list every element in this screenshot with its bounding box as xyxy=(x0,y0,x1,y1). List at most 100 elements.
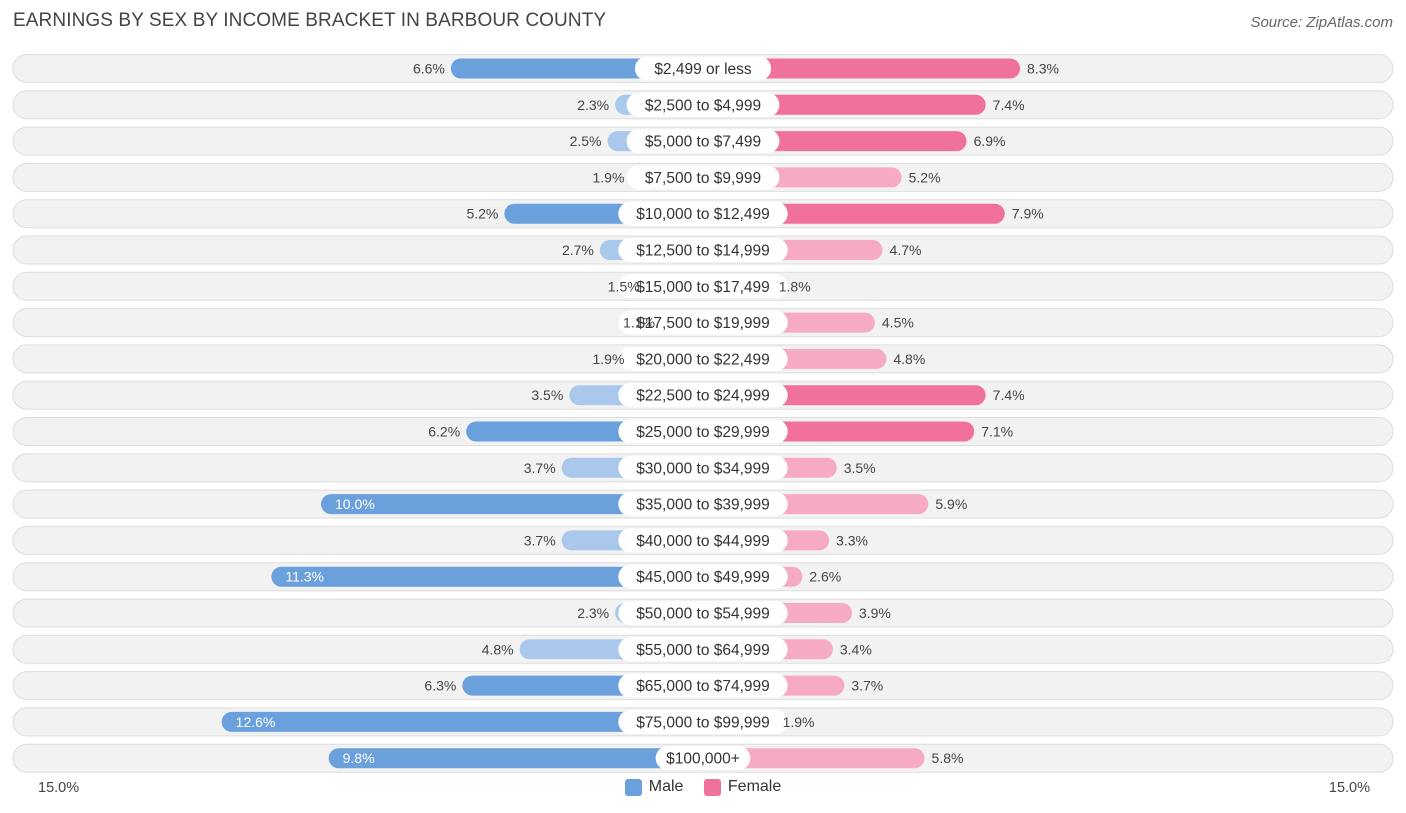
chart-row: $30,000 to $34,999 3.7% 3.5% xyxy=(12,453,1394,483)
legend: Male Female xyxy=(0,778,1406,801)
category-pill xyxy=(626,129,780,154)
category-pill xyxy=(618,346,788,371)
male-value-label: 3.5% xyxy=(531,387,563,403)
chart-row: $20,000 to $22,499 1.9% 4.8% xyxy=(12,344,1394,374)
category-pill xyxy=(618,310,788,335)
female-bar xyxy=(703,58,1021,79)
category-label: $20,000 to $22,499 xyxy=(636,351,770,368)
category-label: $30,000 to $34,999 xyxy=(636,460,770,477)
male-value-label: 2.3% xyxy=(577,97,609,113)
male-value-label: 1.5% xyxy=(608,278,640,294)
category-pill xyxy=(626,165,780,190)
male-bar xyxy=(271,566,703,587)
male-value-label: 4.8% xyxy=(482,641,514,657)
male-value-label: 2.3% xyxy=(577,605,609,621)
category-label: $15,000 to $17,499 xyxy=(636,279,770,296)
male-value-label: 11.3% xyxy=(285,569,324,585)
category-pill xyxy=(626,92,780,117)
category-pill xyxy=(618,238,788,262)
male-value-label: 9.8% xyxy=(343,750,375,766)
chart-row: $65,000 to $74,999 6.3% 3.7% xyxy=(12,671,1394,701)
category-pill xyxy=(618,601,788,625)
chart-row: $12,500 to $14,999 2.7% 4.7% xyxy=(12,235,1394,265)
female-value-label: 5.9% xyxy=(935,496,967,512)
male-value-label: 5.2% xyxy=(466,206,498,222)
chart-row: $2,500 to $4,999 2.3% 7.4% xyxy=(12,90,1394,120)
chart-title: EARNINGS BY SEX BY INCOME BRACKET IN BAR… xyxy=(13,10,607,31)
category-label: $2,499 or less xyxy=(654,61,752,78)
category-pill xyxy=(634,56,772,81)
chart-row: $55,000 to $64,999 4.8% 3.4% xyxy=(12,634,1394,664)
male-value-label: 3.7% xyxy=(524,532,556,548)
female-value-label: 4.8% xyxy=(893,351,925,367)
category-label: $45,000 to $49,999 xyxy=(636,569,770,586)
female-value-label: 7.4% xyxy=(993,387,1025,403)
legend-item-male: Male xyxy=(624,778,684,796)
legend-item-female: Female xyxy=(703,778,782,796)
male-value-label: 2.5% xyxy=(570,133,602,149)
male-value-label: 6.2% xyxy=(428,424,460,440)
category-pill xyxy=(618,492,788,517)
female-value-label: 3.3% xyxy=(836,532,868,548)
axis-label-right: 15.0% xyxy=(1328,780,1370,796)
category-pill xyxy=(618,274,788,299)
category-pill xyxy=(618,201,788,226)
male-value-label: 3.7% xyxy=(524,460,556,476)
chart-row: $25,000 to $29,999 6.2% 7.1% xyxy=(12,417,1394,446)
chart-row: $22,500 to $24,999 3.5% 7.4% xyxy=(12,380,1394,410)
category-pill xyxy=(618,528,788,553)
male-value-label: 2.7% xyxy=(562,242,594,258)
category-label: $2,500 to $4,999 xyxy=(645,97,761,114)
female-value-label: 1.9% xyxy=(783,714,815,730)
female-value-label: 7.4% xyxy=(993,97,1025,113)
female-value-label: 6.9% xyxy=(974,133,1006,149)
chart-row: $50,000 to $54,999 2.3% 3.9% xyxy=(12,598,1394,628)
category-pill xyxy=(618,564,788,589)
category-label: $35,000 to $39,999 xyxy=(636,497,770,514)
legend-label-female: Female xyxy=(727,778,782,795)
chart-row: $7,500 to $9,999 1.9% 5.2% xyxy=(12,162,1394,192)
chart-row: $40,000 to $44,999 3.7% 3.3% xyxy=(12,525,1394,555)
male-value-label: 10.0% xyxy=(335,496,375,512)
male-value-label: 12.6% xyxy=(236,714,276,730)
female-value-label: 3.7% xyxy=(851,678,883,694)
female-value-label: 5.8% xyxy=(932,750,964,766)
category-label: $7,500 to $9,999 xyxy=(645,170,761,187)
female-value-label: 2.6% xyxy=(809,569,841,585)
female-value-label: 5.2% xyxy=(909,169,941,185)
category-pill xyxy=(618,637,788,662)
female-value-label: 8.3% xyxy=(1027,61,1059,77)
male-bar xyxy=(221,711,703,732)
female-value-label: 3.4% xyxy=(840,641,872,657)
source-label: Source: ZipAtlas.com xyxy=(1250,14,1393,31)
female-value-label: 3.9% xyxy=(859,605,891,621)
male-value-label: 1.1% xyxy=(623,315,655,331)
male-bar xyxy=(321,494,703,515)
category-label: $22,500 to $24,999 xyxy=(636,388,770,405)
legend-swatch-female xyxy=(703,778,721,796)
category-label: $12,500 to $14,999 xyxy=(636,243,770,260)
chart-row: $45,000 to $49,999 11.3% 2.6% xyxy=(12,562,1394,592)
category-pill xyxy=(618,383,788,408)
category-pill xyxy=(618,673,788,698)
legend-label-male: Male xyxy=(648,778,684,795)
female-value-label: 4.5% xyxy=(882,315,914,331)
category-label: $50,000 to $54,999 xyxy=(636,606,770,623)
male-value-label: 6.6% xyxy=(413,61,445,77)
category-label: $75,000 to $99,999 xyxy=(636,714,770,731)
female-value-label: 4.7% xyxy=(890,242,922,258)
female-value-label: 7.9% xyxy=(1012,206,1044,222)
category-label: $100,000+ xyxy=(666,751,740,768)
category-label: $55,000 to $64,999 xyxy=(636,642,770,659)
chart-row: $10,000 to $12,499 5.2% 7.9% xyxy=(12,199,1394,229)
category-label: $40,000 to $44,999 xyxy=(636,533,770,550)
female-value-label: 1.8% xyxy=(779,278,811,294)
category-label: $25,000 to $29,999 xyxy=(636,424,770,441)
category-label: $5,000 to $7,499 xyxy=(645,134,761,151)
chart-row: $100,000+ 9.8% 5.8% xyxy=(12,743,1394,773)
category-pill xyxy=(655,746,751,771)
axis-label-left: 15.0% xyxy=(38,780,80,796)
category-label: $65,000 to $74,999 xyxy=(636,678,770,695)
